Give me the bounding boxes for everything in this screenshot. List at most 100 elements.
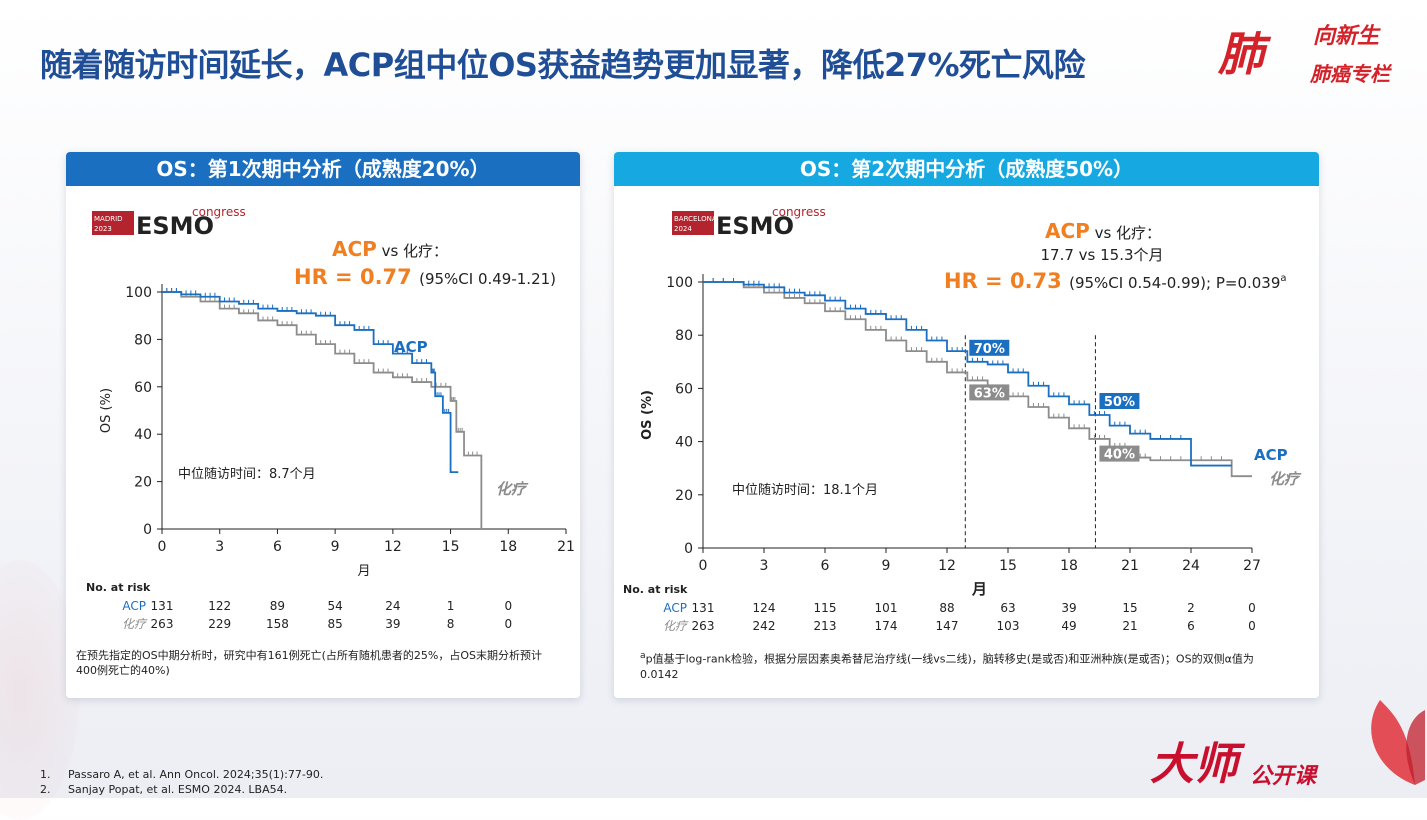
risk-table-title: No. at risk: [86, 581, 151, 594]
chemo-landmark-label: 40%: [1104, 448, 1135, 463]
x-tick-label: 9: [882, 558, 891, 574]
y-tick-label: 100: [125, 285, 152, 301]
y-tick-label: 60: [134, 380, 152, 396]
risk-cell: 122: [208, 599, 231, 613]
risk-cell: 242: [753, 619, 776, 633]
y-tick-label: 60: [675, 381, 693, 397]
panel-header: OS：第2次期中分析（成熟度50%）: [614, 152, 1319, 186]
x-tick-label: 21: [1121, 558, 1139, 574]
esmo-logo-year: 2024: [674, 225, 692, 233]
reference-item: 1. Passaro A, et al. Ann Oncol. 2024;35(1…: [40, 768, 324, 781]
median-followup-label: 中位随访时间：18.1个月: [732, 483, 878, 498]
acp-landmark-box: [1099, 393, 1140, 409]
acp-curve: [162, 291, 459, 474]
acp-landmark-label: 70%: [974, 342, 1005, 357]
y-tick-label: 40: [134, 427, 152, 443]
risk-cell: 131: [151, 599, 174, 613]
risk-row-label: ACP: [122, 599, 146, 613]
risk-table-title: No. at risk: [623, 583, 688, 596]
x-tick-label: 6: [821, 558, 830, 574]
y-tick-label: 20: [134, 475, 152, 491]
risk-cell: 49: [1061, 619, 1076, 633]
x-tick-label: 24: [1182, 558, 1200, 574]
brand-logo-badge: 肺癌专栏: [1310, 62, 1390, 86]
y-tick-label: 100: [666, 275, 693, 291]
risk-cell: 8: [447, 617, 455, 631]
risk-cell: 263: [151, 617, 174, 631]
esmo-logo-badge: [92, 211, 134, 235]
risk-cell: 0: [504, 599, 512, 613]
brand-logo-big: 肺: [1218, 27, 1264, 81]
risk-cell: 39: [385, 617, 400, 631]
risk-row-label: ACP: [663, 601, 687, 615]
esmo-logo-badge: [672, 211, 714, 235]
panel-second-interim: OS：第2次期中分析（成熟度50%） BARCELONA 2024 ESMO cong…: [614, 152, 1319, 698]
risk-cell: 0: [504, 617, 512, 631]
x-tick-label: 15: [999, 558, 1017, 574]
acp-landmark-label: 50%: [1104, 395, 1135, 410]
x-tick-label: 6: [273, 539, 282, 555]
acp-curve-label: ACP: [1254, 446, 1288, 464]
hr-line-1: ACP vs 化疗：: [1045, 219, 1161, 243]
risk-cell: 63: [1000, 601, 1015, 615]
risk-cell: 6: [1187, 619, 1195, 633]
risk-cell: 15: [1122, 601, 1137, 615]
y-tick-label: 80: [134, 332, 152, 348]
hr-line-2: HR = 0.73 (95%CI 0.54-0.99); P=0.039a: [944, 269, 1287, 293]
slide-title: 随着随访时间延长，ACP组中位OS获益趋势更加显著，降低27%死亡风险: [40, 46, 1086, 84]
y-tick-label: 20: [675, 488, 693, 504]
x-tick-label: 0: [158, 539, 167, 555]
median-os-values: 17.7 vs 15.3个月: [1040, 246, 1163, 264]
butterfly-icon: [1371, 700, 1425, 785]
risk-cell: 174: [875, 619, 898, 633]
course-logo: 大师 公开课: [1150, 728, 1400, 798]
chemo-landmark-label: 63%: [974, 386, 1005, 401]
chemo-curve-label: 化疗: [496, 480, 529, 498]
risk-cell: 131: [692, 601, 715, 615]
panel-footnote: 在预先指定的OS中期分析时，研究中有161例死亡(占所有随机患者的25%，占OS…: [76, 649, 543, 677]
x-tick-label: 12: [938, 558, 956, 574]
risk-cell: 54: [328, 599, 343, 613]
x-tick-label: 27: [1243, 558, 1261, 574]
esmo-logo-year: 2023: [94, 225, 112, 233]
y-tick-label: 80: [675, 328, 693, 344]
risk-cell: 158: [266, 617, 289, 631]
hr-line-1: ACP vs 化疗：: [332, 237, 448, 261]
risk-cell: 101: [875, 601, 898, 615]
panel-first-interim: OS：第1次期中分析（成熟度20%） MADRID 2023 ESMO congres…: [66, 152, 580, 698]
y-tick-label: 40: [675, 435, 693, 451]
y-tick-label: 0: [684, 541, 693, 557]
panel-header: OS：第1次期中分析（成熟度20%）: [66, 152, 580, 186]
risk-row-label: 化疗: [663, 619, 689, 633]
risk-cell: 88: [939, 601, 954, 615]
risk-cell: 0: [1248, 619, 1256, 633]
y-axis-label: OS (%): [99, 388, 114, 433]
x-tick-label: 12: [384, 539, 402, 555]
esmo-logo-suffix: congress: [772, 205, 826, 219]
risk-cell: 89: [270, 599, 285, 613]
acp-curve-label: ACP: [394, 338, 428, 356]
risk-cell: 213: [814, 619, 837, 633]
risk-cell: 21: [1122, 619, 1137, 633]
risk-cell: 263: [692, 619, 715, 633]
y-axis-label: OS (%): [640, 390, 655, 440]
x-tick-label: 3: [760, 558, 769, 574]
esmo-logo-name: ESMO: [136, 212, 214, 240]
brand-logo: 肺 向新生 肺癌专栏: [1218, 14, 1408, 98]
x-tick-label: 21: [557, 539, 575, 555]
acp-landmark-box: [969, 339, 1010, 356]
risk-cell: 115: [814, 601, 837, 615]
chemo-curve-label: 化疗: [1269, 470, 1302, 488]
risk-cell: 103: [997, 619, 1020, 633]
x-tick-label: 15: [442, 539, 460, 555]
esmo-logo-suffix: congress: [192, 205, 246, 219]
chemo-landmark-box: [1099, 445, 1140, 462]
risk-cell: 24: [385, 599, 400, 613]
references: 1. Passaro A, et al. Ann Oncol. 2024;35(1…: [40, 767, 323, 797]
risk-cell: 0: [1248, 601, 1256, 615]
esmo-logo-name: ESMO: [716, 212, 794, 240]
risk-cell: 2: [1187, 601, 1195, 615]
risk-cell: 229: [208, 617, 231, 631]
